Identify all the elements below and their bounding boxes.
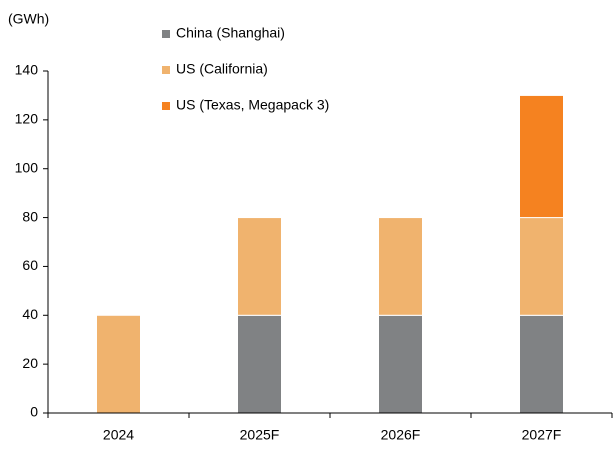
y-tick-label: 40 bbox=[22, 306, 38, 322]
x-tick-label: 2027F bbox=[522, 427, 562, 443]
legend-label: US (Texas, Megapack 3) bbox=[176, 97, 329, 113]
x-tick-label: 2026F bbox=[381, 427, 421, 443]
legend-label: US (California) bbox=[176, 61, 268, 77]
bar-segment bbox=[237, 217, 282, 316]
y-axis-label: (GWh) bbox=[8, 11, 49, 27]
bar-segment bbox=[378, 314, 423, 414]
legend-label: China (Shanghai) bbox=[176, 25, 285, 41]
y-tick-label: 140 bbox=[15, 62, 39, 78]
y-tick-label: 20 bbox=[22, 355, 38, 371]
bar-segment bbox=[96, 314, 141, 414]
x-tick-label: 2025F bbox=[240, 427, 280, 443]
bar-segment bbox=[237, 314, 282, 414]
y-tick-label: 100 bbox=[15, 159, 39, 175]
bar-segment bbox=[378, 217, 423, 316]
bar-segment bbox=[519, 94, 564, 219]
legend-swatch bbox=[162, 66, 170, 74]
legend-swatch bbox=[162, 30, 170, 38]
y-tick-label: 80 bbox=[22, 208, 38, 224]
bar-segment bbox=[519, 217, 564, 316]
bar-segment bbox=[519, 314, 564, 414]
y-tick-label: 60 bbox=[22, 257, 38, 273]
legend-swatch bbox=[162, 102, 170, 110]
x-tick-label: 2024 bbox=[103, 427, 134, 443]
y-tick-label: 0 bbox=[30, 404, 38, 420]
y-tick-label: 120 bbox=[15, 111, 39, 127]
